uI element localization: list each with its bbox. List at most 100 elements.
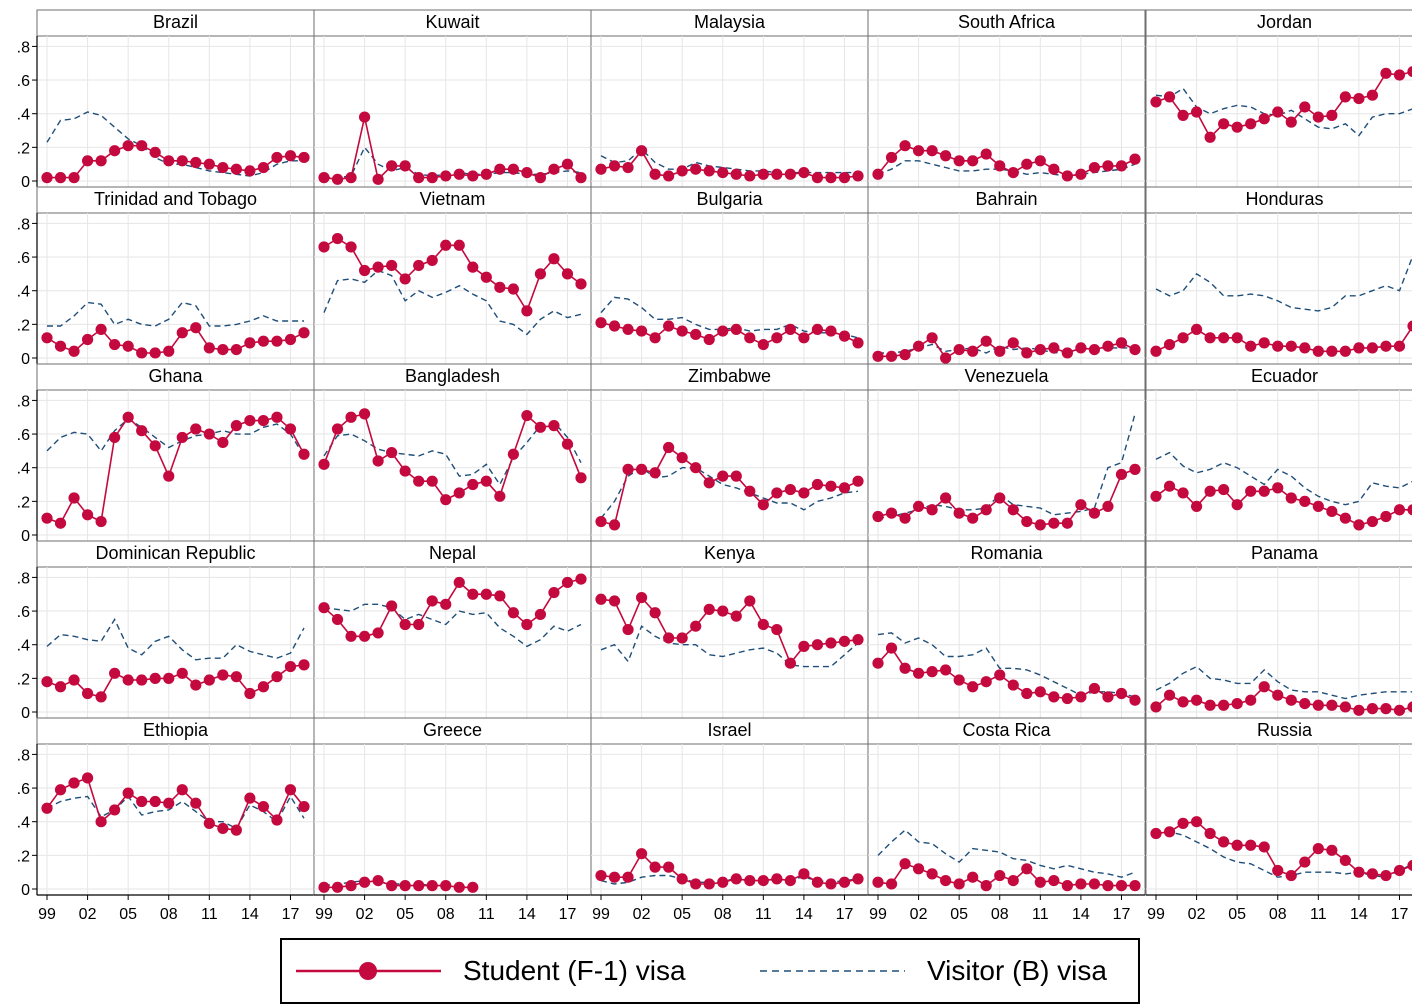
panel-nepal: Nepal xyxy=(313,540,592,719)
data-point-student xyxy=(1312,699,1324,711)
data-point-student xyxy=(690,878,702,890)
data-point-student xyxy=(926,145,938,157)
data-point-student xyxy=(413,172,425,184)
data-point-student xyxy=(122,411,134,423)
data-point-student xyxy=(622,161,634,174)
data-point-student xyxy=(230,671,242,683)
data-point-student xyxy=(190,423,202,435)
panel-title: Costa Rica xyxy=(962,720,1051,740)
data-point-student xyxy=(1393,504,1406,516)
x-tick-label: 17 xyxy=(1113,906,1131,923)
data-point-student xyxy=(1380,340,1392,352)
data-point-student xyxy=(41,676,53,688)
data-point-student xyxy=(561,438,574,450)
data-point-student xyxy=(1102,160,1114,172)
data-point-student xyxy=(912,500,925,512)
data-point-student xyxy=(912,340,925,352)
data-point-student xyxy=(298,659,310,671)
data-point-student xyxy=(163,672,175,684)
data-point-student xyxy=(358,876,371,888)
data-point-student xyxy=(122,340,134,352)
data-point-student xyxy=(95,155,107,167)
data-point-student xyxy=(1272,864,1284,877)
data-point-student xyxy=(811,876,824,888)
data-point-student xyxy=(575,172,587,184)
data-point-student xyxy=(899,512,911,524)
data-point-student xyxy=(1380,510,1392,523)
data-point-student xyxy=(649,607,661,619)
x-tick-label: 08 xyxy=(1269,906,1287,923)
data-point-student xyxy=(717,876,729,888)
series-line-visitor xyxy=(323,269,582,336)
data-point-student xyxy=(41,802,53,814)
data-point-student xyxy=(703,878,715,890)
data-point-student xyxy=(1088,161,1101,174)
data-point-student xyxy=(318,458,330,470)
data-point-student xyxy=(730,470,742,482)
data-point-student xyxy=(1115,337,1128,349)
series-line-visitor xyxy=(47,301,304,327)
data-point-student xyxy=(345,880,357,892)
data-point-student xyxy=(68,492,80,504)
legend-label-student: Student (F-1) visa xyxy=(463,955,686,986)
data-point-student xyxy=(1218,118,1230,130)
data-point-student xyxy=(149,795,161,808)
data-point-student xyxy=(771,332,783,344)
data-point-student xyxy=(534,268,547,280)
data-point-student xyxy=(453,239,465,251)
data-point-student xyxy=(386,880,398,892)
x-tick-label: 14 xyxy=(795,906,813,923)
series-line-visitor xyxy=(1155,256,1412,312)
series-line-visitor xyxy=(323,603,582,648)
data-point-student xyxy=(649,168,661,180)
data-point-student xyxy=(1150,96,1162,108)
data-point-student xyxy=(798,487,810,499)
panel-israel: Israel 99 02 05 08 11 14 17 xyxy=(590,717,869,923)
data-point-student xyxy=(771,168,783,180)
data-point-student xyxy=(1204,131,1216,143)
panel-title: Bangladesh xyxy=(405,366,500,386)
legend-item-student: Student (F-1) visa xyxy=(296,940,686,1002)
data-point-student xyxy=(1048,691,1060,703)
data-point-student xyxy=(1312,111,1324,123)
data-point-student xyxy=(426,172,438,184)
data-point-student xyxy=(757,338,769,351)
x-tick-label: 17 xyxy=(282,906,300,923)
data-point-student xyxy=(1272,689,1284,701)
panel-title: Kenya xyxy=(704,543,756,563)
panel-bahrain: Bahrain xyxy=(867,186,1146,365)
data-point-student xyxy=(757,874,769,887)
data-point-student xyxy=(1034,155,1046,167)
data-point-student xyxy=(1299,856,1311,868)
data-point-student xyxy=(331,423,344,435)
data-point-student xyxy=(1007,679,1019,691)
data-point-student xyxy=(595,593,607,605)
data-point-student xyxy=(1048,163,1060,175)
panel-title: Brazil xyxy=(153,12,198,32)
series-line-visitor xyxy=(600,148,858,174)
data-point-student xyxy=(190,322,202,334)
data-point-student xyxy=(467,170,479,182)
x-tick-label: 08 xyxy=(437,906,455,923)
panel-brazil: Brazil .8 .6 .4 .2 0 xyxy=(17,9,315,191)
y-tick-label: .8 xyxy=(17,747,30,764)
data-point-student xyxy=(1204,699,1216,711)
data-point-student xyxy=(1366,515,1379,528)
data-point-student xyxy=(136,347,148,359)
data-point-student xyxy=(1034,876,1046,888)
data-point-student xyxy=(1366,89,1379,101)
panel-title-strip xyxy=(867,363,1146,391)
data-point-student xyxy=(217,669,229,681)
data-point-student xyxy=(244,687,256,700)
data-point-student xyxy=(798,332,810,344)
x-tick-label: 05 xyxy=(950,906,968,923)
data-point-student xyxy=(548,253,560,265)
data-point-student xyxy=(54,784,67,796)
data-point-student xyxy=(1353,866,1365,878)
plot-area xyxy=(590,35,869,188)
data-point-student xyxy=(331,232,344,245)
x-tick-label: 02 xyxy=(633,906,651,923)
data-point-student xyxy=(838,635,851,647)
data-point-student xyxy=(1245,839,1257,851)
x-tick-label: 05 xyxy=(396,906,414,923)
